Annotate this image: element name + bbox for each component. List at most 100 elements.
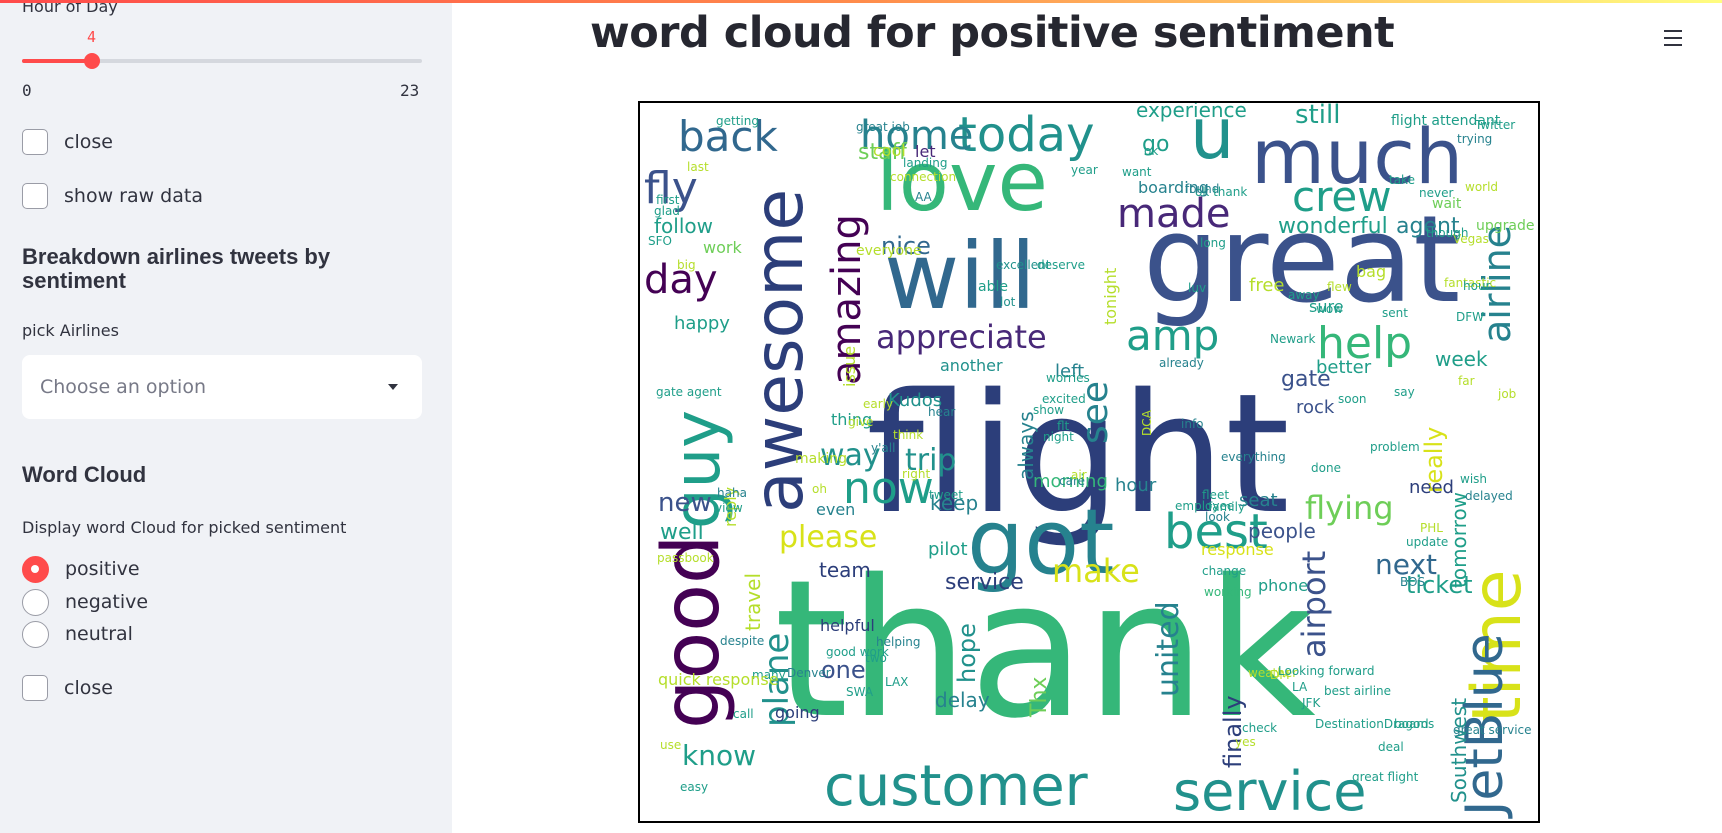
radio-neutral[interactable]: neutral (22, 619, 133, 649)
radio-positive[interactable]: positive (22, 554, 140, 584)
word-cloud-word: wonderful (1278, 214, 1388, 239)
word-cloud-word: hope (953, 623, 981, 683)
word-cloud-word: plane (757, 633, 797, 727)
word-cloud-word: making (795, 451, 847, 467)
word-cloud-word: found (1185, 182, 1219, 196)
word-cloud-word: amazing (824, 214, 870, 385)
word-cloud-word: many (752, 668, 786, 682)
word-cloud-word: early (863, 397, 893, 411)
word-cloud-word: staff (858, 140, 908, 165)
word-cloud-word: rock (1296, 397, 1335, 418)
word-cloud-word: thing (831, 410, 872, 429)
word-cloud-word: pilot (928, 539, 968, 560)
word-cloud-word: passbook (657, 551, 714, 565)
word-cloud-word: use (660, 738, 681, 752)
word-cloud-word: take (1389, 173, 1415, 187)
word-cloud-word: see (1075, 381, 1116, 444)
word-cloud-word: employee (1175, 499, 1234, 513)
word-cloud-word: time (1458, 569, 1537, 723)
word-cloud-word: tonight (1101, 268, 1120, 325)
word-cloud-word: ok thank (1195, 185, 1247, 199)
word-cloud-word: united (1151, 601, 1186, 697)
word-cloud-word: experience (1136, 103, 1247, 122)
word-cloud-word: please (779, 520, 877, 555)
close-checkbox-2[interactable]: close (22, 673, 113, 703)
word-cloud-word: made (1117, 191, 1230, 237)
word-cloud-heading: Word Cloud (22, 462, 147, 487)
word-cloud-word: flew (1327, 280, 1352, 294)
select-placeholder: Choose an option (40, 376, 206, 398)
word-cloud-word: guy (661, 410, 735, 529)
slider-fill (22, 59, 92, 63)
word-cloud-word: really (1420, 427, 1448, 493)
word-cloud-word: big (677, 258, 696, 272)
word-cloud-word: long (1200, 236, 1226, 250)
word-cloud-word: want (1122, 165, 1152, 179)
word-cloud-word: free (1249, 275, 1285, 296)
word-cloud-word: view (715, 501, 743, 515)
word-cloud-word: going (775, 703, 820, 722)
word-cloud-word: already (1159, 356, 1204, 370)
close-checkbox[interactable]: close (22, 127, 113, 157)
word-cloud-word: excited (1042, 392, 1086, 406)
word-cloud-word: y'all (871, 441, 895, 455)
word-cloud-word: tomorrow (1447, 492, 1471, 588)
radio-button[interactable] (22, 588, 49, 616)
word-cloud-word: connection (890, 170, 956, 184)
word-cloud-word: boarding (1138, 178, 1209, 197)
word-cloud-word: best airline (1324, 684, 1391, 698)
word-cloud-word: flight attendant (1391, 113, 1501, 129)
word-cloud-word: PHL (1420, 521, 1443, 535)
radio-button[interactable] (22, 555, 49, 583)
word-cloud-word: service (945, 570, 1024, 595)
word-cloud-word: last (687, 160, 709, 174)
word-cloud-word: family (1208, 500, 1245, 514)
hamburger-menu-icon[interactable] (1662, 28, 1686, 48)
airlines-select[interactable]: Choose an option (22, 355, 422, 419)
word-cloud-word: good (647, 535, 737, 729)
checkbox-box[interactable] (22, 675, 48, 701)
word-cloud-word: working (1204, 585, 1252, 599)
word-cloud-word: one (821, 656, 866, 684)
slider-min: 0 (22, 81, 32, 100)
radio-button[interactable] (22, 620, 49, 648)
word-cloud-word: fantastic (1444, 276, 1496, 290)
word-cloud-word: Looking forward (1278, 664, 1375, 678)
word-cloud-word: seat (1239, 490, 1278, 511)
word-cloud-word: new (658, 488, 712, 518)
word-cloud-word: awesome (740, 189, 819, 513)
word-cloud-word: upgrade (1476, 218, 1534, 234)
word-cloud-word: look (1205, 510, 1230, 524)
word-cloud-word: job (1497, 387, 1516, 401)
word-cloud-word: quick response (658, 670, 779, 689)
word-cloud-word: two (865, 651, 887, 665)
word-cloud-word: yes (1235, 735, 1256, 749)
checkbox-box[interactable] (22, 183, 48, 209)
word-cloud-word: great flight (1352, 770, 1419, 784)
word-cloud-word: Denver (787, 666, 831, 680)
word-cloud-word: still (1295, 103, 1340, 130)
show-raw-data-checkbox[interactable]: show raw data (22, 181, 203, 211)
word-cloud-word: team (819, 558, 871, 582)
slider-thumb[interactable] (83, 53, 100, 69)
word-cloud-word: SWA (846, 685, 874, 699)
radio-negative[interactable]: negative (22, 587, 148, 617)
hour-of-day-slider[interactable] (22, 53, 422, 69)
word-cloud-word: BOS (1400, 575, 1425, 589)
word-cloud-word: fly (644, 163, 698, 214)
word-cloud-word: home (860, 113, 973, 159)
word-cloud-word: getting (716, 114, 759, 128)
word-cloud-word: next (1375, 548, 1437, 581)
word-cloud-word: nice (881, 232, 931, 260)
word-cloud-word: today (958, 107, 1094, 163)
word-cloud-word: customer (824, 754, 1089, 819)
word-cloud-word: good work (826, 645, 889, 659)
word-cloud-word: DCA (1140, 409, 1154, 436)
word-cloud-word: bag (1356, 262, 1386, 281)
word-cloud-word: happy (674, 313, 730, 334)
word-cloud-word: air (1071, 468, 1087, 482)
word-cloud-word: finally (1219, 695, 1247, 768)
word-cloud-word: Thx (1027, 677, 1052, 718)
checkbox-box[interactable] (22, 129, 48, 155)
word-cloud-word: make (1052, 552, 1140, 590)
